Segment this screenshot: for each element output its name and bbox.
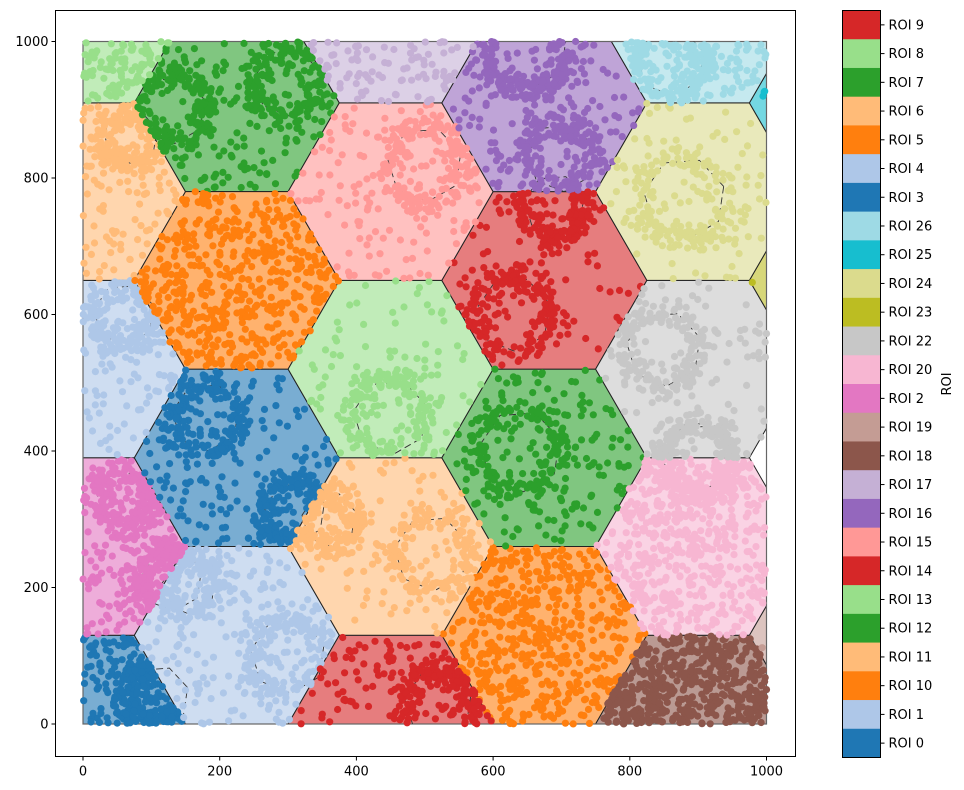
x-tick-label: 400 bbox=[344, 765, 369, 780]
points-roi-11 bbox=[286, 454, 494, 637]
colorbar-swatch bbox=[842, 125, 881, 155]
colorbar-tick-label: ROI 12 bbox=[889, 622, 933, 637]
colorbar-title: ROI bbox=[940, 372, 955, 395]
roi-region-roi-25 bbox=[748, 72, 767, 134]
colorbar-swatch bbox=[842, 700, 881, 730]
colorbar: ROI 9 ROI 8 ROI 7 ROI 6 ROI 5 ROI 4 ROI 3 ROI 2… bbox=[842, 10, 955, 758]
y-tick-label: 600 bbox=[24, 308, 49, 323]
roi-region-roi-23 bbox=[748, 249, 767, 311]
colorbar-swatch bbox=[842, 297, 881, 328]
colorbar-tick-label: ROI 16 bbox=[889, 507, 933, 522]
colorbar-tick-label: ROI 0 bbox=[889, 737, 925, 752]
points-roi-26 bbox=[622, 38, 770, 107]
colorbar-swatch bbox=[842, 384, 881, 414]
colorbar-swatch bbox=[842, 470, 881, 500]
colorbar-tick-label: ROI 13 bbox=[889, 593, 933, 608]
colorbar-swatch bbox=[842, 326, 881, 356]
points-roi-24 bbox=[607, 99, 770, 283]
points-roi-0 bbox=[80, 632, 186, 727]
colorbar-swatch bbox=[842, 39, 881, 69]
colorbar-tick-label: ROI 2 bbox=[889, 392, 925, 407]
y-tick-label: 200 bbox=[24, 581, 49, 596]
scatter-points bbox=[79, 37, 771, 728]
x-tick-label: 800 bbox=[617, 765, 642, 780]
colorbar-swatch bbox=[842, 10, 881, 40]
colorbar-tick-label: ROI 20 bbox=[889, 363, 933, 378]
colorbar-swatch bbox=[842, 96, 881, 126]
points-roi-5 bbox=[439, 544, 649, 728]
y-axis: 0 200 400 600 800 1000 bbox=[15, 35, 56, 733]
points-roi-14 bbox=[450, 188, 645, 369]
y-tick-label: 0 bbox=[40, 718, 48, 733]
colorbar-tick-label: ROI 9 bbox=[889, 18, 925, 33]
points-roi-20 bbox=[593, 454, 770, 639]
colorbar-tick-label: ROI 17 bbox=[889, 478, 933, 493]
colorbar-swatch bbox=[842, 441, 881, 471]
colorbar-tick-label: ROI 10 bbox=[889, 679, 933, 694]
points-roi-10 bbox=[131, 188, 342, 372]
colorbar-tick-label: ROI 14 bbox=[889, 564, 933, 579]
colorbar-swatch bbox=[842, 154, 881, 184]
points-roi-23 bbox=[748, 278, 756, 286]
points-roi-25 bbox=[759, 87, 769, 100]
colorbar-tick-label: ROI 22 bbox=[889, 334, 933, 349]
points-roi-18 bbox=[600, 632, 771, 728]
colorbar-swatch bbox=[842, 67, 881, 98]
points-roi-16 bbox=[449, 37, 643, 195]
points-roi-15 bbox=[287, 100, 483, 282]
points-roi-3 bbox=[141, 366, 340, 548]
colorbar-swatch bbox=[842, 556, 881, 586]
colorbar-swatch bbox=[842, 269, 881, 299]
points-roi-9 bbox=[297, 633, 495, 728]
points-roi-19 bbox=[758, 644, 766, 652]
colorbar-tick-label: ROI 19 bbox=[889, 421, 933, 436]
colorbar-tick-label: ROI 4 bbox=[889, 162, 925, 177]
points-roi-8 bbox=[80, 38, 173, 105]
colorbar-tick-label: ROI 15 bbox=[889, 536, 933, 551]
colorbar-tick-label: ROI 1 bbox=[889, 708, 925, 723]
points-roi-22 bbox=[602, 278, 771, 462]
colorbar-swatch bbox=[842, 240, 881, 270]
colorbar-swatch bbox=[842, 671, 881, 701]
x-tick-label: 600 bbox=[481, 765, 506, 780]
colorbar-swatch bbox=[842, 412, 881, 442]
y-tick-label: 1000 bbox=[15, 35, 48, 50]
colorbar-swatch bbox=[842, 182, 881, 213]
colorbar-swatch bbox=[842, 527, 881, 557]
axes-frame bbox=[55, 10, 796, 757]
roi-region-roi-17 bbox=[303, 41, 478, 104]
colorbar-tick-label: ROI 25 bbox=[889, 248, 933, 263]
points-roi-1 bbox=[138, 544, 336, 728]
points-roi-13 bbox=[295, 277, 485, 460]
colorbar-tick-label: ROI 26 bbox=[889, 219, 933, 234]
colorbar-swatch bbox=[842, 211, 881, 241]
points-roi-17 bbox=[307, 38, 477, 106]
colorbar-tick-label: ROI 23 bbox=[889, 306, 933, 321]
x-tick-label: 0 bbox=[79, 765, 87, 780]
y-tick-label: 800 bbox=[24, 172, 49, 187]
colorbar-swatch bbox=[842, 585, 881, 615]
colorbar-swatch bbox=[842, 498, 881, 529]
colorbar-tick-label: ROI 6 bbox=[889, 105, 925, 120]
colorbar-tick-label: ROI 7 bbox=[889, 76, 925, 91]
x-tick-label: 200 bbox=[207, 765, 232, 780]
colorbar-swatch bbox=[842, 642, 881, 672]
colorbar-tick-label: ROI 11 bbox=[889, 650, 933, 665]
x-tick-label: 1000 bbox=[750, 765, 783, 780]
colorbar-tick-label: ROI 3 bbox=[889, 191, 925, 206]
colorbar-swatch bbox=[842, 728, 881, 758]
colorbar-swatch bbox=[842, 613, 881, 644]
colorbar-tick-label: ROI 18 bbox=[889, 449, 933, 464]
points-roi-12 bbox=[453, 365, 647, 550]
points-roi-7 bbox=[134, 38, 338, 195]
colorbar-tick-label: ROI 5 bbox=[889, 133, 925, 148]
y-tick-label: 400 bbox=[24, 445, 49, 460]
points-roi-2 bbox=[79, 456, 189, 638]
x-axis: 0 200 400 600 800 1000 bbox=[79, 756, 783, 780]
colorbar-swatch bbox=[842, 355, 881, 385]
colorbar-tick-label: ROI 8 bbox=[889, 47, 925, 62]
colorbar-tick-label: ROI 24 bbox=[889, 277, 933, 292]
